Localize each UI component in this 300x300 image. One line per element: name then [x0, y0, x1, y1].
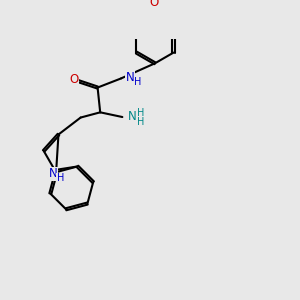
Text: H: H — [137, 108, 144, 118]
Text: N: N — [126, 70, 134, 84]
Text: O: O — [150, 0, 159, 9]
Text: H: H — [57, 173, 64, 183]
Text: H: H — [134, 76, 142, 87]
Text: H: H — [137, 117, 144, 127]
Text: N: N — [128, 110, 137, 123]
Text: N: N — [49, 167, 58, 180]
Text: O: O — [70, 73, 79, 86]
